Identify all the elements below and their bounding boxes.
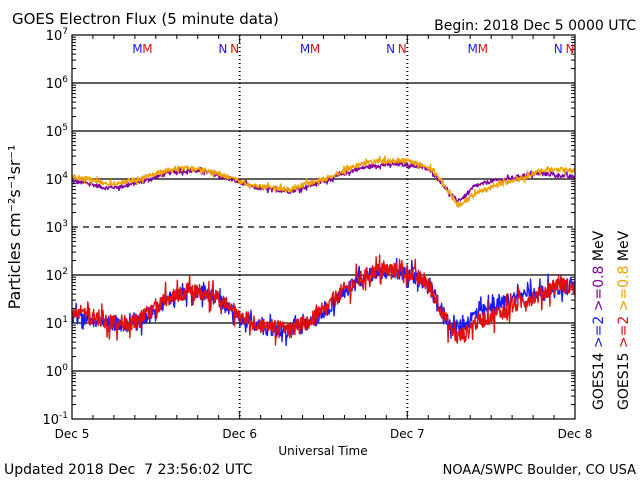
- y-tick-label: 102: [46, 267, 68, 284]
- y-axis-label: Particles cm⁻²s⁻¹sr⁻¹: [5, 145, 24, 310]
- grid-layer: [71, 35, 576, 419]
- legend-entry: MeV: [616, 230, 632, 265]
- y-tick-label: 105: [46, 123, 68, 140]
- marker-label: M: [478, 42, 488, 56]
- marker-label: N: [398, 42, 407, 56]
- marker-label: M: [468, 42, 478, 56]
- y-tick-label: 101: [46, 315, 68, 332]
- series-line: [71, 257, 576, 347]
- x-tick-label: Dec 6: [222, 427, 257, 441]
- marker-label: M: [310, 42, 320, 56]
- marker-label: N: [218, 42, 227, 56]
- legend-entry: >=2: [616, 316, 632, 353]
- y-tick-label: 103: [46, 219, 68, 236]
- marker-label: N: [565, 42, 574, 56]
- x-tick-label: Dec 7: [390, 427, 425, 441]
- y-tick-label: 104: [46, 171, 69, 188]
- y-tick-label: 107: [46, 27, 68, 44]
- series-line: [71, 155, 576, 208]
- marker-label: M: [132, 42, 142, 56]
- plot-frame: [71, 34, 576, 420]
- legend-column: GOES15 >=2 >=0.8 MeV: [616, 230, 632, 410]
- footer-updated: Updated 2018 Dec 7 23:56:02 UTC: [4, 462, 253, 478]
- legend-column: GOES14 >=2 >=0.8 MeV: [591, 230, 607, 410]
- marker-label: N: [554, 42, 563, 56]
- legend-entry: GOES14: [591, 352, 607, 410]
- x-tick-label: Dec 8: [558, 427, 593, 441]
- marker-label: N: [386, 42, 395, 56]
- marker-label: M: [142, 42, 152, 56]
- y-tick-labels: 10-1 100 101 102 103 104 105 106 107: [42, 27, 68, 428]
- y-tick-label: 10-1: [42, 411, 68, 428]
- legend-entry: GOES15: [616, 353, 632, 410]
- legend-entry: >=0.8: [616, 266, 632, 316]
- x-axis-label: Universal Time: [278, 444, 367, 458]
- marker-label: M: [300, 42, 310, 56]
- series-line: [71, 254, 576, 346]
- x-tick-labels: Dec 5 Dec 6 Dec 7 Dec 8: [55, 427, 593, 441]
- begin-label: Begin: 2018 Dec 5 0000 UTC: [434, 18, 636, 34]
- y-tick-label: 100: [46, 363, 69, 380]
- chart-title: GOES Electron Flux (5 minute data): [12, 10, 279, 28]
- marker-label: N: [230, 42, 239, 56]
- legend-entry: >=0.8: [591, 266, 607, 316]
- series-layer: [71, 155, 576, 347]
- legend-entry: MeV: [591, 230, 607, 265]
- y-tick-label: 106: [46, 75, 69, 92]
- x-tick-label: Dec 5: [55, 427, 90, 441]
- footer-credit: NOAA/SWPC Boulder, CO USA: [443, 463, 636, 478]
- legend-entry: >=2: [591, 316, 607, 353]
